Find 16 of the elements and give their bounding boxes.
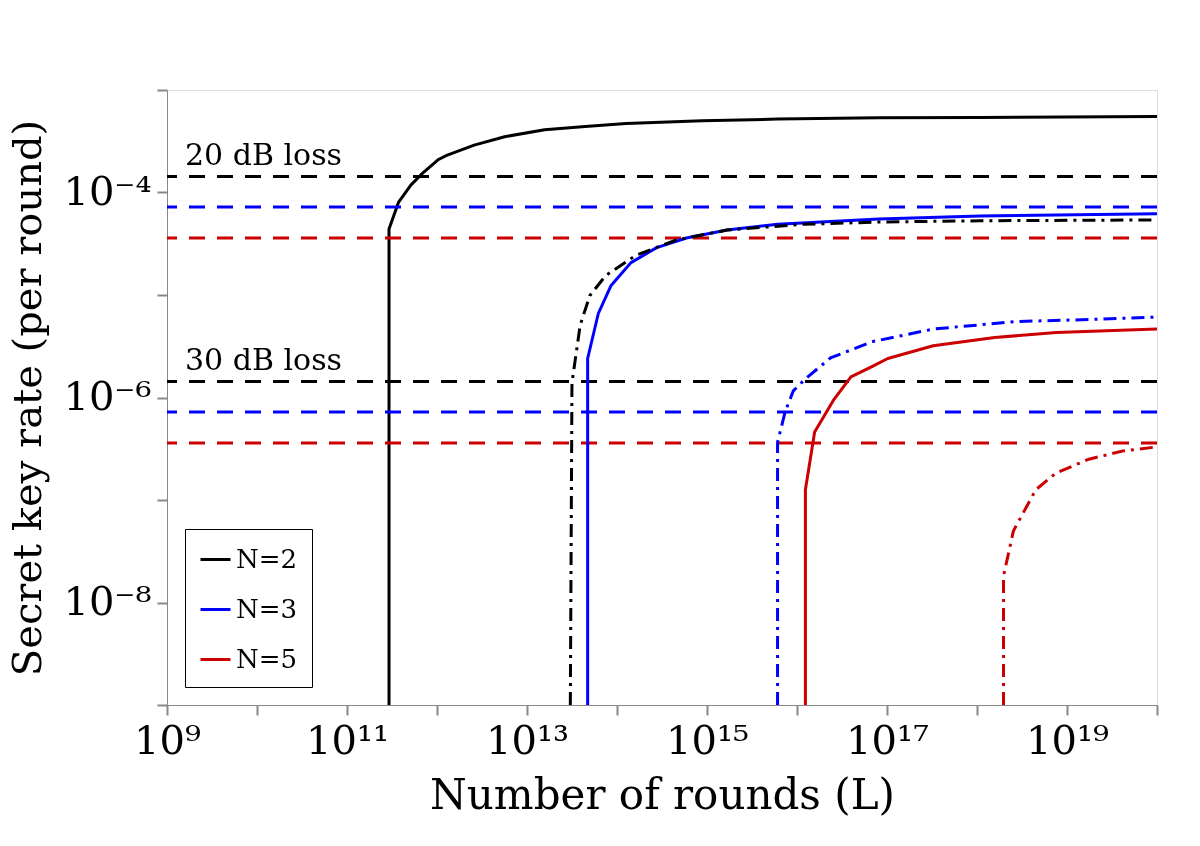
x-tick-label: 10⁹ [134, 716, 201, 763]
x-tick-label: 10¹⁷ [846, 716, 929, 763]
ref-line-label: 30 dB loss [185, 341, 342, 377]
y-tick-label: 10⁻⁴ [63, 168, 152, 214]
legend-label: N=2 [236, 543, 298, 574]
y-tick-label: 10⁻⁸ [63, 578, 152, 624]
x-tick-label: 10¹⁹ [1026, 716, 1109, 763]
x-tick-label: 10¹¹ [306, 716, 389, 763]
legend-label: N=3 [236, 593, 298, 624]
ref-line-label: 20 dB loss [185, 136, 342, 172]
x-tick-label: 10¹³ [486, 716, 569, 763]
y-tick-label: 10⁻⁶ [63, 373, 152, 419]
x-tick-label: 10¹⁵ [666, 716, 749, 763]
y-axis-title: Secret key rate (per round) [4, 119, 51, 677]
x-axis-title: Number of rounds (L) [430, 769, 895, 819]
legend-label: N=5 [236, 643, 298, 674]
